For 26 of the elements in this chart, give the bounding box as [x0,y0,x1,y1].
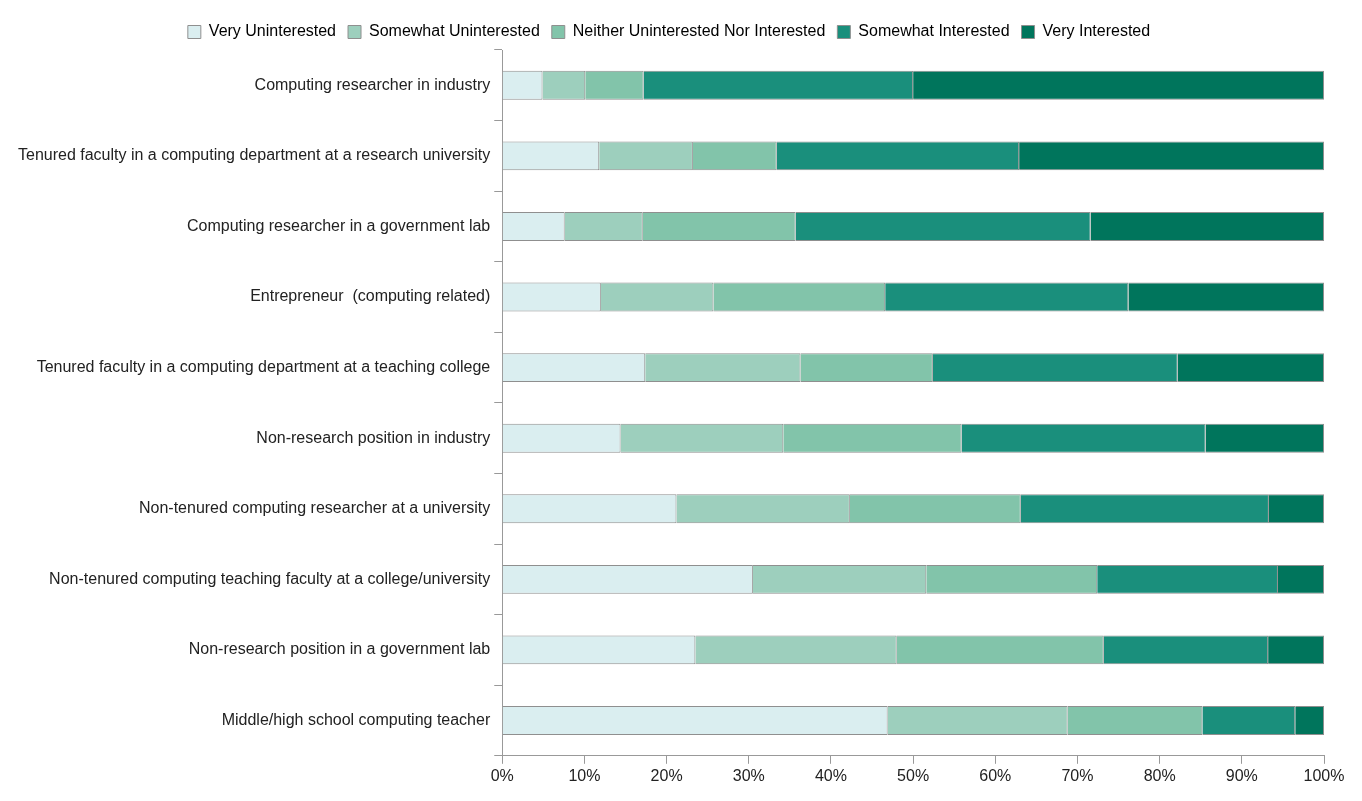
x-tick-label: 80% [1143,766,1176,784]
x-tick-label: 0% [490,766,514,784]
x-tick-label: 60% [979,766,1012,784]
y-tick-label: Middle/high school computing teacher [221,710,491,728]
legend-label: Very Uninterested [208,22,337,40]
legend-label: Very Interested [1042,22,1151,40]
x-tick-label: 10% [568,766,601,784]
y-tick-label: Non-tenured computing teaching faculty at a college/university [49,569,491,587]
x-tick-label: 30% [732,766,765,784]
legend-label: Somewhat Interested [858,22,1010,40]
x-tick-label: 20% [650,766,683,784]
y-tick-label: Tenured faculty in a computing department at a research university [18,146,491,164]
x-tick-label: 90% [1225,766,1258,784]
x-tick-label: 70% [1061,766,1094,784]
y-tick-label: Computing researcher in a government lab [186,216,491,234]
y-tick-label: Tenured faculty in a computing department at a teaching college [36,358,491,376]
x-tick-label: 100% [1303,766,1345,784]
y-tick-label: Computing researcher in industry [254,75,491,93]
y-tick-label: Entrepreneur (computing related) [250,287,491,305]
legend-label: Neither Uninterested Nor Interested [572,22,826,40]
y-tick-label: Non-research position in industry [256,428,491,446]
x-tick-label: 40% [814,766,847,784]
y-tick-label: Non-research position in a government lab [188,640,491,658]
y-tick-label: Non-tenured computing researcher at a university [138,499,491,517]
legend-label: Somewhat Uninterested [369,22,540,40]
x-tick-label: 50% [897,766,930,784]
